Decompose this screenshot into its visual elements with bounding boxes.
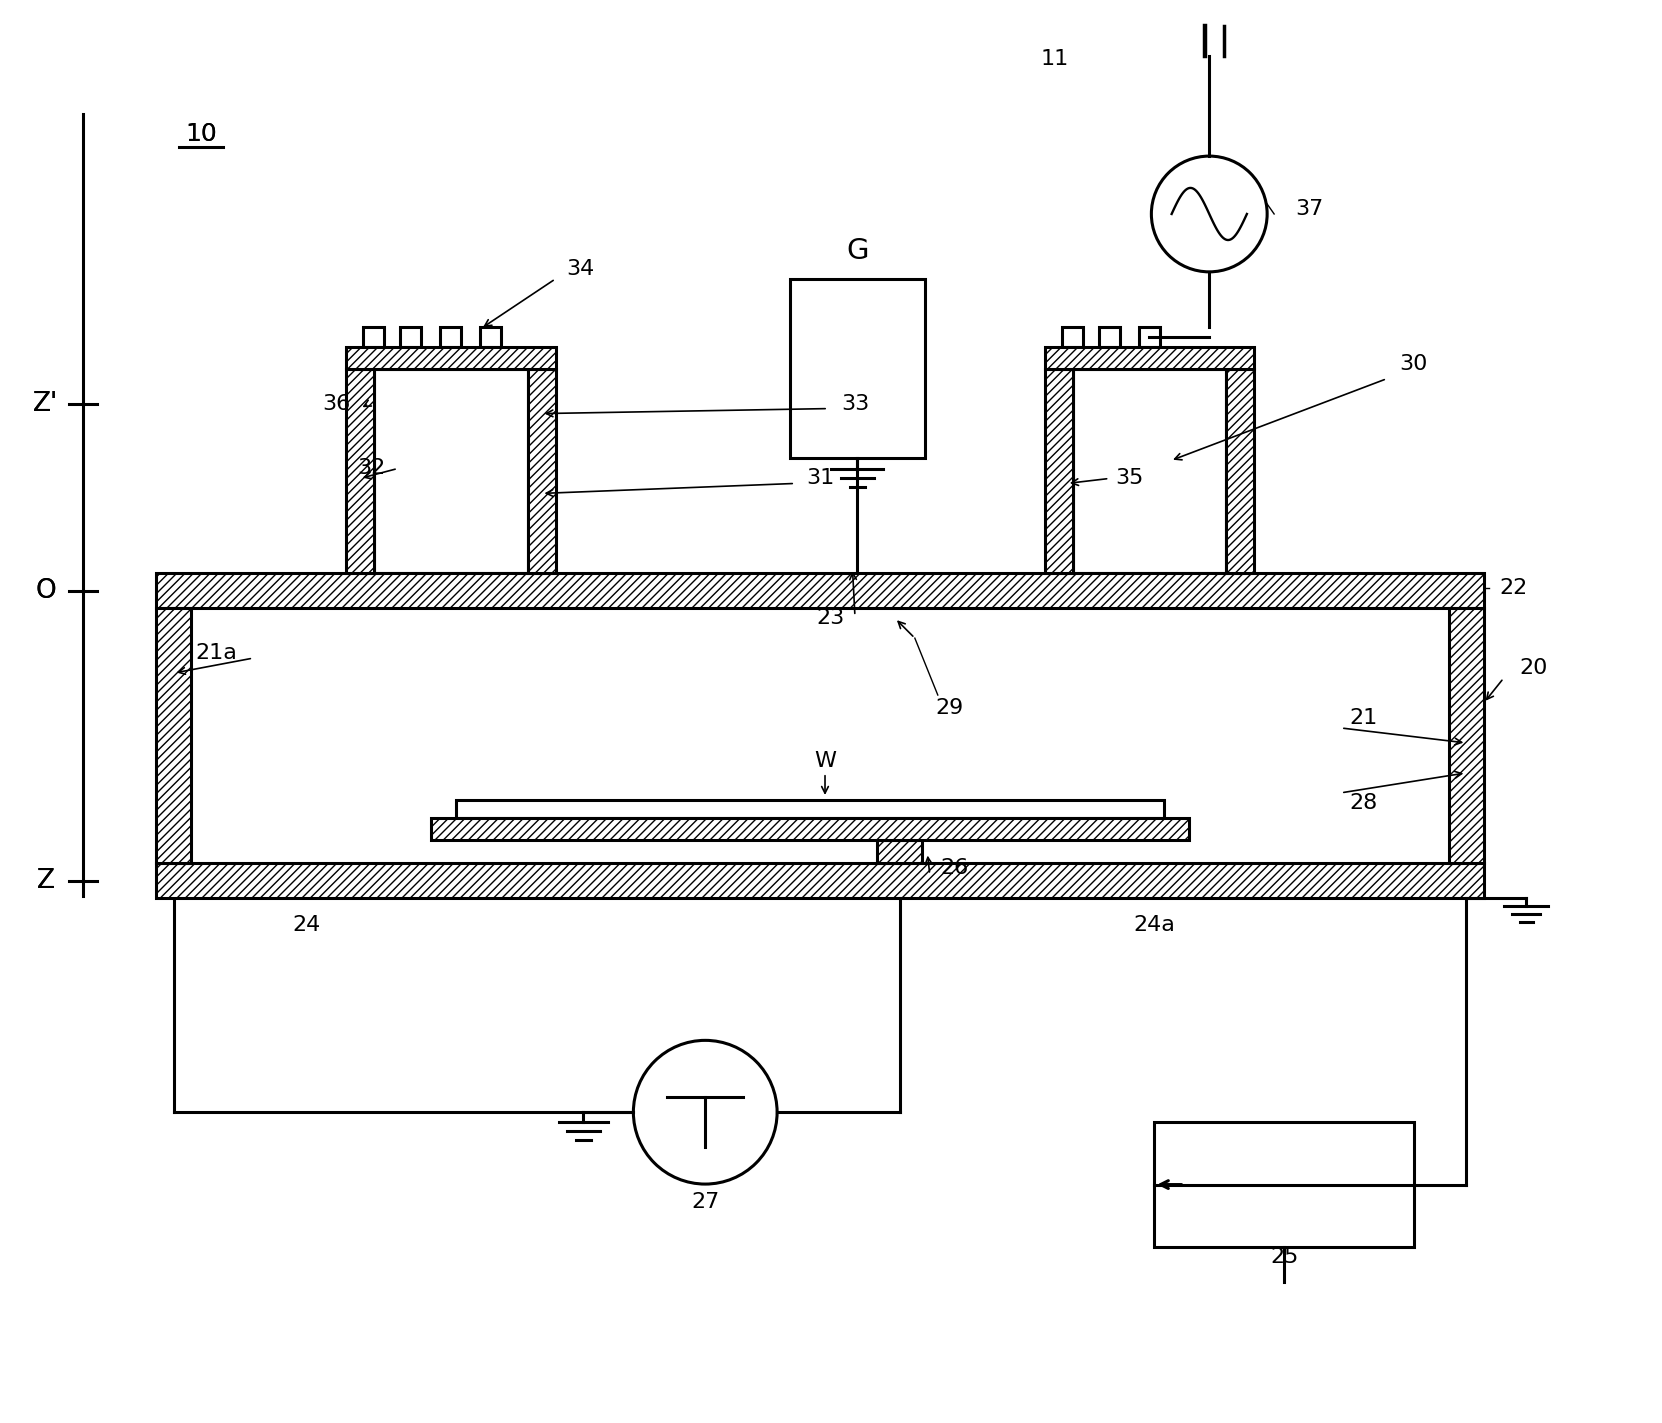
Text: 23: 23	[816, 608, 844, 628]
Text: 30: 30	[1399, 354, 1428, 374]
Bar	[1045, 347, 1255, 369]
Text: 21: 21	[1350, 709, 1378, 729]
Bar	[1155, 1123, 1414, 1247]
Text: Z': Z'	[33, 390, 58, 417]
Bar	[401, 327, 420, 347]
Bar	[1062, 327, 1084, 347]
Text: O: O	[35, 578, 57, 605]
Bar	[878, 840, 922, 862]
Bar	[346, 369, 374, 573]
Text: 33: 33	[841, 394, 869, 414]
Text: 36: 36	[322, 394, 351, 414]
Text: Z: Z	[37, 868, 55, 894]
Text: 24a: 24a	[1133, 915, 1175, 935]
Text: 27: 27	[691, 1192, 720, 1212]
Text: 20: 20	[1519, 657, 1547, 679]
Text: O: O	[35, 578, 57, 605]
Text: 29: 29	[936, 699, 964, 719]
Text: 28: 28	[1350, 793, 1378, 813]
Bar	[1099, 327, 1120, 347]
Bar	[156, 608, 191, 862]
Text: 21a: 21a	[194, 643, 238, 663]
Text: 37: 37	[1295, 199, 1323, 219]
Bar	[480, 327, 502, 347]
Bar	[374, 369, 527, 573]
Text: 11: 11	[1040, 50, 1069, 70]
Text: Z': Z'	[33, 390, 58, 417]
Text: 31: 31	[806, 468, 834, 488]
Bar	[156, 573, 1484, 608]
Text: G: G	[846, 236, 869, 265]
Bar	[1045, 369, 1072, 573]
Text: 32: 32	[357, 458, 386, 478]
Text: 25: 25	[1270, 1247, 1298, 1266]
Bar	[1449, 608, 1484, 862]
Text: 10: 10	[186, 122, 218, 147]
Text: 35: 35	[1115, 468, 1143, 488]
Bar	[364, 327, 384, 347]
Bar	[1227, 369, 1255, 573]
Bar	[430, 818, 1190, 840]
Text: 24: 24	[293, 915, 321, 935]
Bar	[156, 862, 1484, 898]
Text: W: W	[814, 751, 836, 771]
Bar	[1072, 369, 1227, 573]
Bar	[527, 369, 555, 573]
Text: 26: 26	[941, 858, 969, 878]
Text: 34: 34	[567, 259, 595, 279]
Text: Z: Z	[37, 868, 55, 894]
Bar	[440, 327, 462, 347]
Text: 10: 10	[186, 122, 218, 147]
Bar	[455, 800, 1165, 818]
Bar	[1138, 327, 1160, 347]
Text: 22: 22	[1499, 578, 1527, 598]
Bar	[789, 279, 924, 458]
Bar	[346, 347, 555, 369]
